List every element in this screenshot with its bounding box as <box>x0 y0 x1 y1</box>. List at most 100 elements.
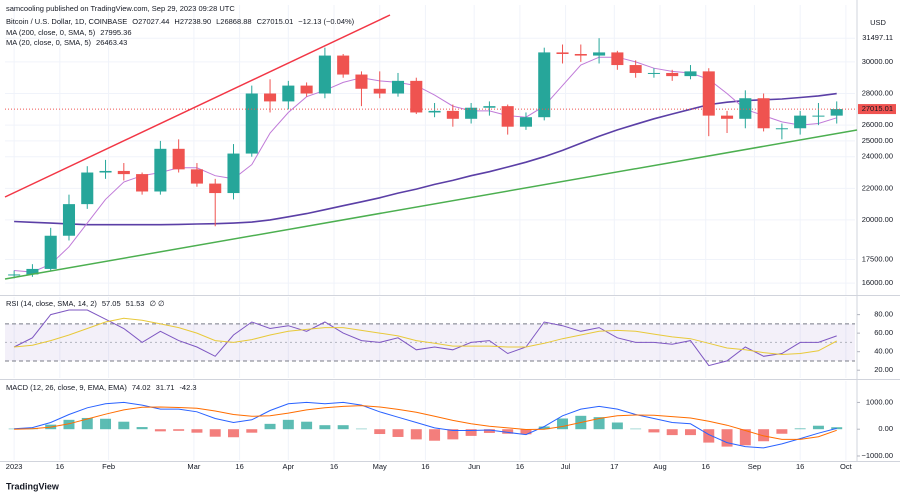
x-tick-label: May <box>373 462 387 471</box>
candle-body <box>629 65 642 73</box>
histogram-bar <box>520 429 532 435</box>
candle-body <box>136 174 149 192</box>
candle-body <box>593 52 606 56</box>
histogram-bar <box>758 429 770 442</box>
y-tick-label: 16000.00 <box>862 278 893 287</box>
histogram-bar <box>502 429 514 434</box>
ohlc-value: L26868.88 <box>216 17 251 26</box>
indicator-value: 57.05 <box>102 299 121 308</box>
candle-body <box>117 170 130 175</box>
y-tick-label: 28000.00 <box>862 88 893 97</box>
candle-body <box>154 148 167 192</box>
candle-body <box>99 170 112 173</box>
candle-body <box>666 72 679 77</box>
candle-body <box>702 71 715 116</box>
y-tick-label: 22000.00 <box>862 183 893 192</box>
histogram-bar <box>666 429 678 436</box>
histogram-bar <box>630 428 642 430</box>
trend-line-resistance <box>4 14 391 198</box>
histogram-bar <box>100 418 112 430</box>
ohlc-value: C27015.01 <box>257 17 294 26</box>
candle-body <box>81 172 94 205</box>
x-tick-label: 16 <box>516 462 524 471</box>
histogram-bar <box>374 429 386 435</box>
candle-body <box>721 115 734 119</box>
y-tick-label: 40.00 <box>874 347 893 356</box>
x-tick-label: 2023 <box>6 462 23 471</box>
indicator-value: 31.71 <box>156 383 175 392</box>
histogram-bar <box>173 429 185 431</box>
x-tick-label: 16 <box>796 462 804 471</box>
histogram-bar <box>228 429 239 438</box>
histogram-bar <box>483 429 495 433</box>
histogram-bar <box>337 425 349 430</box>
histogram-bar <box>611 422 623 430</box>
y-tick-label: 0.00 <box>878 424 893 433</box>
histogram-bar <box>246 429 258 433</box>
candle-body <box>355 74 368 89</box>
ohlc-value: H27238.90 <box>174 17 211 26</box>
x-tick-label: Jul <box>561 462 571 471</box>
histogram-bar <box>209 429 221 437</box>
histogram-bar <box>447 429 459 440</box>
x-tick-label: 16 <box>235 462 243 471</box>
indicator-name: MA (200, close, 0, SMA, 5) <box>6 28 96 37</box>
footer-logo: TradingView <box>6 481 60 491</box>
candle-body <box>739 98 752 119</box>
candle-body <box>775 128 788 130</box>
currency-label: USD <box>870 18 886 27</box>
x-tick-label: Aug <box>653 462 666 471</box>
last-price-box <box>858 104 896 115</box>
histogram-bar <box>264 423 276 430</box>
indicator-line <box>14 405 837 440</box>
histogram-bar <box>831 427 843 430</box>
moving-average-line <box>14 56 837 273</box>
x-tick-label: 16 <box>702 462 710 471</box>
candle-body <box>44 235 57 269</box>
y-tick-label: 17500.00 <box>862 254 893 263</box>
indicator-value: 26463.43 <box>96 38 127 47</box>
y-tick-label: 31497.11 <box>862 33 893 42</box>
histogram-bar <box>685 429 696 436</box>
histogram-bar <box>136 427 148 430</box>
candle-body <box>282 85 295 102</box>
moving-average-line <box>14 92 837 226</box>
histogram-bar <box>593 417 605 430</box>
x-tick-label: Oct <box>840 462 853 471</box>
candle-body <box>465 107 478 119</box>
histogram-bar <box>154 429 166 432</box>
indicator-name: MACD (12, 26, close, 9, EMA, EMA) <box>6 383 127 392</box>
x-tick-label: Feb <box>102 462 115 471</box>
x-tick-label: 16 <box>330 462 338 471</box>
candle-body <box>428 110 441 113</box>
candle-body <box>501 106 514 127</box>
indicator-value: 74.02 <box>132 383 151 392</box>
histogram-bar <box>721 429 733 447</box>
histogram-bar <box>392 429 404 437</box>
y-tick-label: 60.00 <box>874 328 893 337</box>
indicator-value: 27995.36 <box>100 28 131 37</box>
candle-body <box>446 110 459 119</box>
histogram-bar <box>63 419 75 430</box>
candle-body <box>373 88 386 94</box>
y-tick-label: 25000.00 <box>862 136 893 145</box>
x-tick-label: 16 <box>56 462 64 471</box>
candle-body <box>227 153 240 194</box>
histogram-bar <box>301 421 313 430</box>
indicator-name: RSI (14, close, SMA, 14, 2) <box>6 299 97 308</box>
y-tick-label: 20.00 <box>874 365 893 374</box>
x-tick-label: Sep <box>748 462 761 471</box>
histogram-bar <box>465 429 477 436</box>
histogram-bar <box>319 425 331 430</box>
x-tick-label: 16 <box>421 462 429 471</box>
candle-body <box>62 204 76 236</box>
last-price-label: 27015.01 <box>862 104 893 113</box>
symbol-title: Bitcoin / U.S. Dollar, 1D, COINBASE <box>6 17 127 26</box>
y-tick-label: 80.00 <box>874 310 893 319</box>
ohlc-value: −12.13 (−0.04%) <box>298 17 354 26</box>
histogram-bar <box>282 419 294 430</box>
y-tick-label: 1000.00 <box>866 397 893 406</box>
candle-body <box>574 53 587 56</box>
histogram-bar <box>812 425 824 430</box>
indicator-extra: ∅ ∅ <box>149 299 165 308</box>
